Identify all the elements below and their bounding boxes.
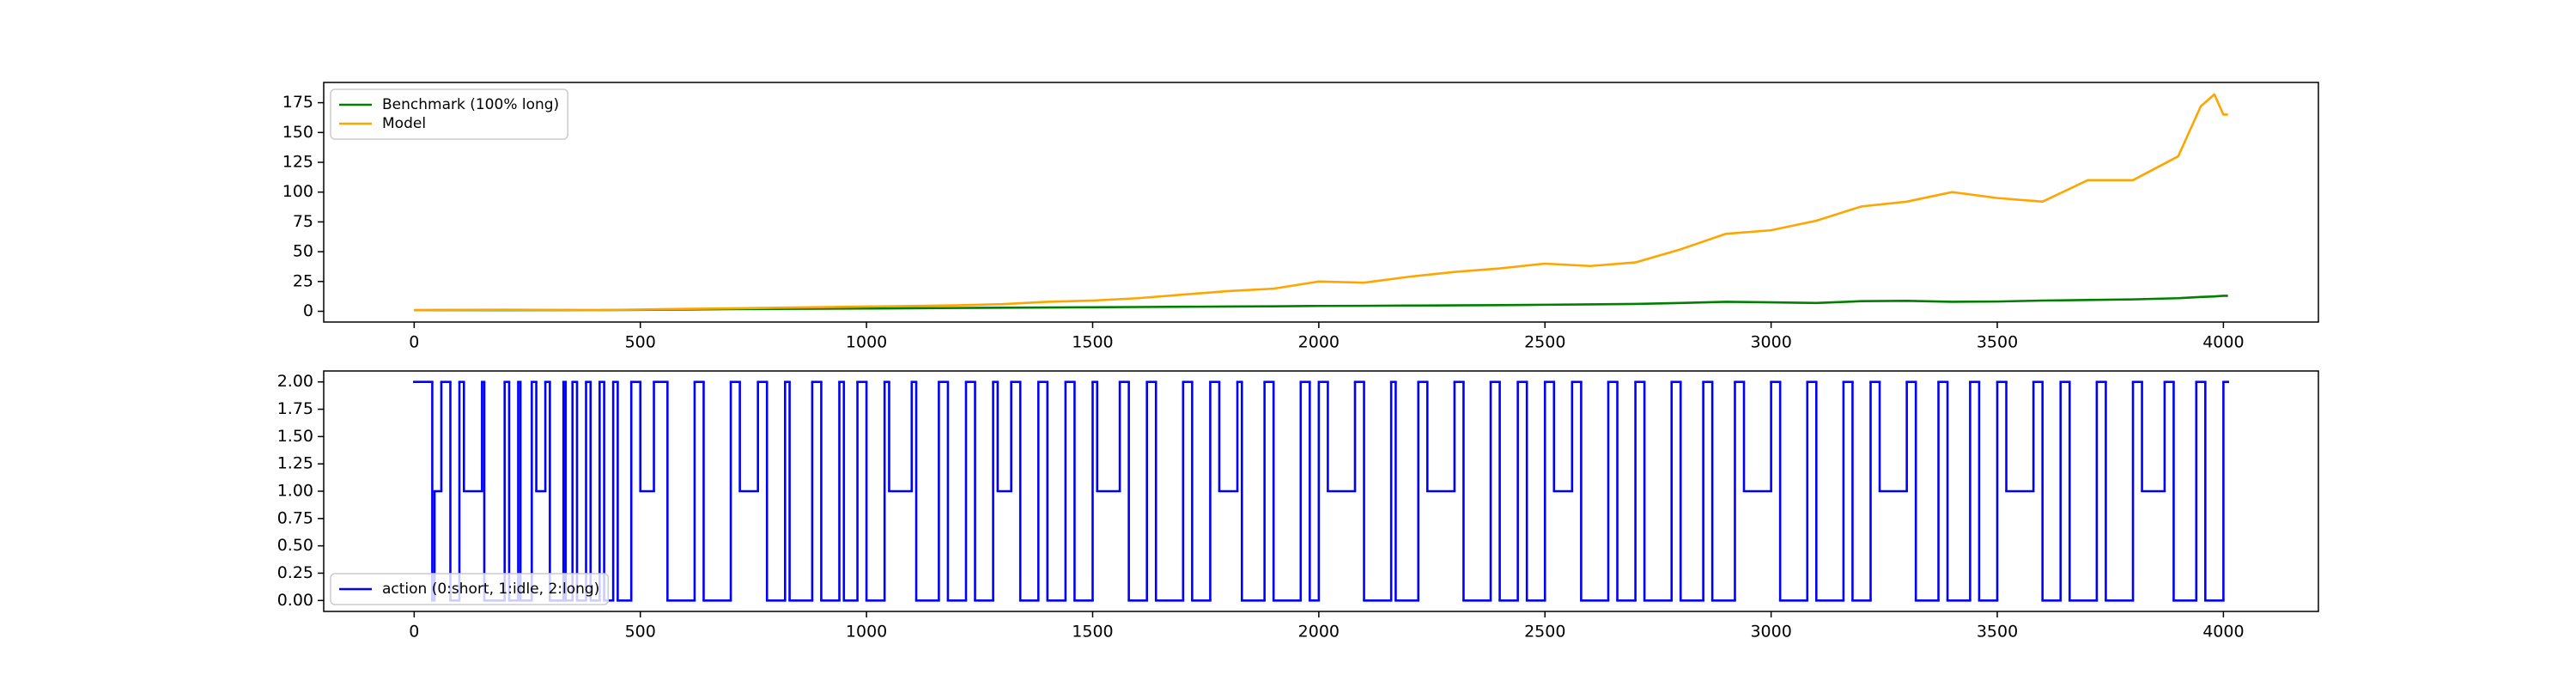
- y-tick-label: 150: [283, 123, 313, 142]
- x-tick-label: 1000: [846, 333, 887, 352]
- y-tick-label: 2.00: [277, 372, 313, 391]
- y-tick-label: 0.25: [277, 563, 313, 582]
- y-tick-label: 50: [293, 242, 313, 261]
- axes-frame: [323, 370, 2319, 612]
- series-line: [414, 93, 2228, 312]
- subplot: 0 500 1000 1500 2000 2500 3000 3500 4000 0.00 0.25…: [277, 370, 2319, 641]
- y-tick-label: 1.00: [277, 482, 313, 501]
- x-tick-label: 500: [625, 623, 656, 641]
- y-tick-label: 125: [283, 153, 313, 172]
- x-tick-label: 1000: [846, 623, 887, 641]
- x-tick-label: 500: [625, 333, 656, 352]
- x-tick-label: 2000: [1298, 623, 1340, 641]
- x-tick-label: 2500: [1524, 623, 1565, 641]
- y-tick-label: 0.00: [277, 591, 313, 610]
- x-tick-label: 0: [409, 333, 419, 352]
- x-tick-label: 3500: [1977, 623, 2018, 641]
- x-tick-label: 3000: [1750, 333, 1791, 352]
- x-tick-label: 4000: [2202, 333, 2244, 352]
- x-tick-label: 3000: [1750, 623, 1791, 641]
- y-tick-label: 75: [293, 212, 313, 231]
- y-tick-label: 1.75: [277, 399, 313, 418]
- x-tick-label: 4000: [2202, 623, 2244, 641]
- x-tick-label: 2000: [1298, 333, 1340, 352]
- legend-label: Model: [382, 115, 426, 132]
- legend-frame: [330, 88, 568, 140]
- legend: action (0:short, 1:idle, 2:long): [330, 573, 610, 605]
- y-tick-label: 0.75: [277, 508, 313, 527]
- axes-frame: [323, 82, 2319, 323]
- y-tick-label: 1.25: [277, 454, 313, 473]
- y-tick-label: 1.50: [277, 427, 313, 446]
- y-tick-label: 25: [293, 271, 313, 290]
- y-tick-label: 0.50: [277, 536, 313, 555]
- y-tick-label: 175: [283, 93, 313, 112]
- y-tick-label: 100: [283, 182, 313, 201]
- y-tick-label: 0: [303, 301, 313, 320]
- legend-frame: [330, 573, 610, 605]
- legend-label: action (0:short, 1:idle, 2:long): [382, 581, 599, 598]
- legend-label: Benchmark (100% long): [382, 96, 559, 113]
- x-tick-label: 2500: [1524, 333, 1565, 352]
- legend: Benchmark (100% long) Model: [330, 88, 568, 140]
- x-tick-label: 1500: [1072, 333, 1113, 352]
- subplot: 0 500 1000 1500 2000 2500 3000 3500 4000 0 25 50 75 1…: [283, 82, 2319, 352]
- x-tick-label: 0: [409, 623, 419, 641]
- x-tick-label: 1500: [1072, 623, 1113, 641]
- x-tick-label: 3500: [1977, 333, 2018, 352]
